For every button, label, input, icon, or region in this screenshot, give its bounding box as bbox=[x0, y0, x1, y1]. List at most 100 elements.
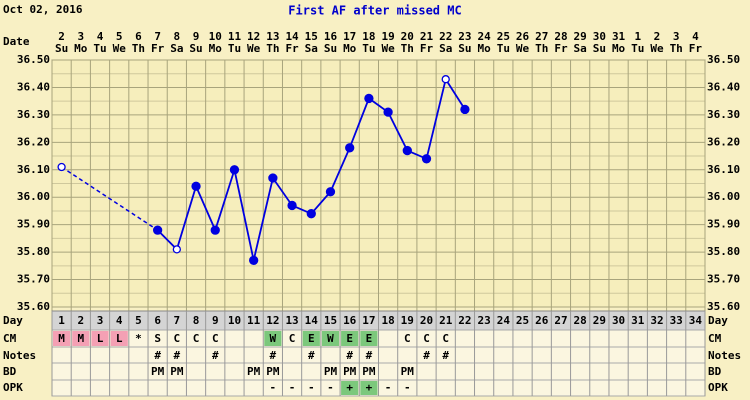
cm-label: M bbox=[77, 332, 84, 345]
cm-cell bbox=[72, 331, 90, 346]
weekday-label: We bbox=[381, 42, 395, 55]
cm-label: M bbox=[58, 332, 65, 345]
day-number: 28 bbox=[574, 314, 587, 327]
opk-label: + bbox=[366, 381, 373, 394]
row-label: OPK bbox=[708, 381, 728, 394]
cm-cell bbox=[91, 331, 109, 346]
temperature-point bbox=[172, 245, 181, 254]
row-label: Day bbox=[3, 314, 23, 327]
day-number: 13 bbox=[285, 314, 298, 327]
date-label: 7 bbox=[154, 30, 161, 43]
date-label: 26 bbox=[516, 30, 530, 43]
weekday-label: Tu bbox=[631, 42, 644, 55]
date-label: 11 bbox=[228, 30, 242, 43]
cm-label: E bbox=[366, 332, 373, 345]
cm-cell bbox=[360, 331, 378, 346]
gap-connector bbox=[61, 166, 159, 231]
day-number: 11 bbox=[247, 314, 261, 327]
day-number: 3 bbox=[97, 314, 104, 327]
cm-label: W bbox=[327, 332, 334, 345]
weekday-label: Su bbox=[593, 42, 606, 55]
temperature-point bbox=[421, 154, 432, 164]
bd-label: PM bbox=[247, 365, 261, 378]
opk-label: - bbox=[289, 381, 296, 394]
chart-date: Oct 02, 2016 bbox=[3, 3, 83, 16]
row-label: CM bbox=[3, 332, 17, 345]
date-label: 1 bbox=[634, 30, 641, 43]
day-number: 14 bbox=[305, 314, 319, 327]
date-label: 15 bbox=[305, 30, 318, 43]
chart-title: First AF after missed MC bbox=[288, 4, 461, 18]
weekday-label: Fr bbox=[420, 42, 434, 55]
y-tick-label: 36.20 bbox=[17, 135, 50, 148]
date-label: 16 bbox=[324, 30, 338, 43]
day-number: 10 bbox=[228, 314, 241, 327]
notes-label: # bbox=[174, 349, 181, 362]
cm-label: C bbox=[404, 332, 411, 345]
weekday-label: Sa bbox=[439, 42, 452, 55]
temperature-point bbox=[229, 165, 240, 175]
y-tick-label: 36.00 bbox=[17, 190, 50, 203]
y-tick-label: 35.70 bbox=[17, 273, 50, 286]
cm-label: L bbox=[97, 332, 104, 345]
weekday-label: Su bbox=[189, 42, 202, 55]
weekday-label: Mo bbox=[343, 42, 357, 55]
cm-cell bbox=[341, 331, 359, 346]
weekday-label: Sa bbox=[170, 42, 183, 55]
y-tick-label: 36.50 bbox=[17, 53, 50, 66]
opk-label: - bbox=[404, 381, 411, 394]
cm-label: * bbox=[135, 332, 142, 345]
date-label: 27 bbox=[535, 30, 548, 43]
temperature-point bbox=[364, 93, 374, 104]
weekday-label: We bbox=[113, 42, 127, 55]
day-number: 31 bbox=[631, 314, 645, 327]
notes-label: # bbox=[212, 349, 219, 362]
opk-label: - bbox=[270, 381, 277, 394]
weekday-label: Tu bbox=[228, 42, 241, 55]
date-label: 12 bbox=[247, 30, 260, 43]
cm-label: C bbox=[174, 332, 181, 345]
bd-label: PM bbox=[266, 365, 280, 378]
day-number: 8 bbox=[193, 314, 200, 327]
day-number: 34 bbox=[689, 314, 703, 327]
opk-cell bbox=[341, 381, 359, 395]
day-number: 12 bbox=[266, 314, 279, 327]
date-label: 25 bbox=[497, 30, 510, 43]
temperature-point bbox=[306, 209, 316, 219]
weekday-label: Su bbox=[324, 42, 337, 55]
day-number: 16 bbox=[343, 314, 357, 327]
date-label: 21 bbox=[420, 30, 434, 43]
row-label: BD bbox=[3, 365, 17, 378]
day-number: 6 bbox=[154, 314, 161, 327]
y-tick-label: 35.80 bbox=[17, 245, 50, 258]
weekday-label: We bbox=[247, 42, 261, 55]
notes-label: # bbox=[270, 349, 277, 362]
cm-label: C bbox=[212, 332, 219, 345]
row-label: BD bbox=[708, 365, 722, 378]
bd-label: PM bbox=[401, 365, 415, 378]
date-label: 13 bbox=[266, 30, 279, 43]
date-label: 6 bbox=[135, 30, 142, 43]
date-label: 19 bbox=[381, 30, 394, 43]
cm-cell bbox=[302, 331, 320, 346]
day-number: 32 bbox=[650, 314, 663, 327]
date-label: 28 bbox=[554, 30, 567, 43]
day-number: 23 bbox=[478, 314, 491, 327]
temperature-point bbox=[210, 225, 220, 235]
opk-label: + bbox=[346, 381, 353, 394]
day-number: 17 bbox=[362, 314, 375, 327]
weekday-label: Tu bbox=[362, 42, 375, 55]
y-tick-label: 36.10 bbox=[707, 163, 740, 176]
notes-label: # bbox=[442, 349, 449, 362]
bd-label: PM bbox=[151, 365, 165, 378]
bd-label: PM bbox=[343, 365, 357, 378]
y-tick-label: 36.50 bbox=[707, 53, 740, 66]
date-label: 5 bbox=[116, 30, 123, 43]
day-number: 29 bbox=[593, 314, 606, 327]
bd-label: PM bbox=[324, 365, 338, 378]
notes-label: # bbox=[308, 349, 315, 362]
temperature-point bbox=[460, 104, 470, 115]
date-label: 4 bbox=[97, 30, 104, 43]
day-number: 18 bbox=[381, 314, 394, 327]
